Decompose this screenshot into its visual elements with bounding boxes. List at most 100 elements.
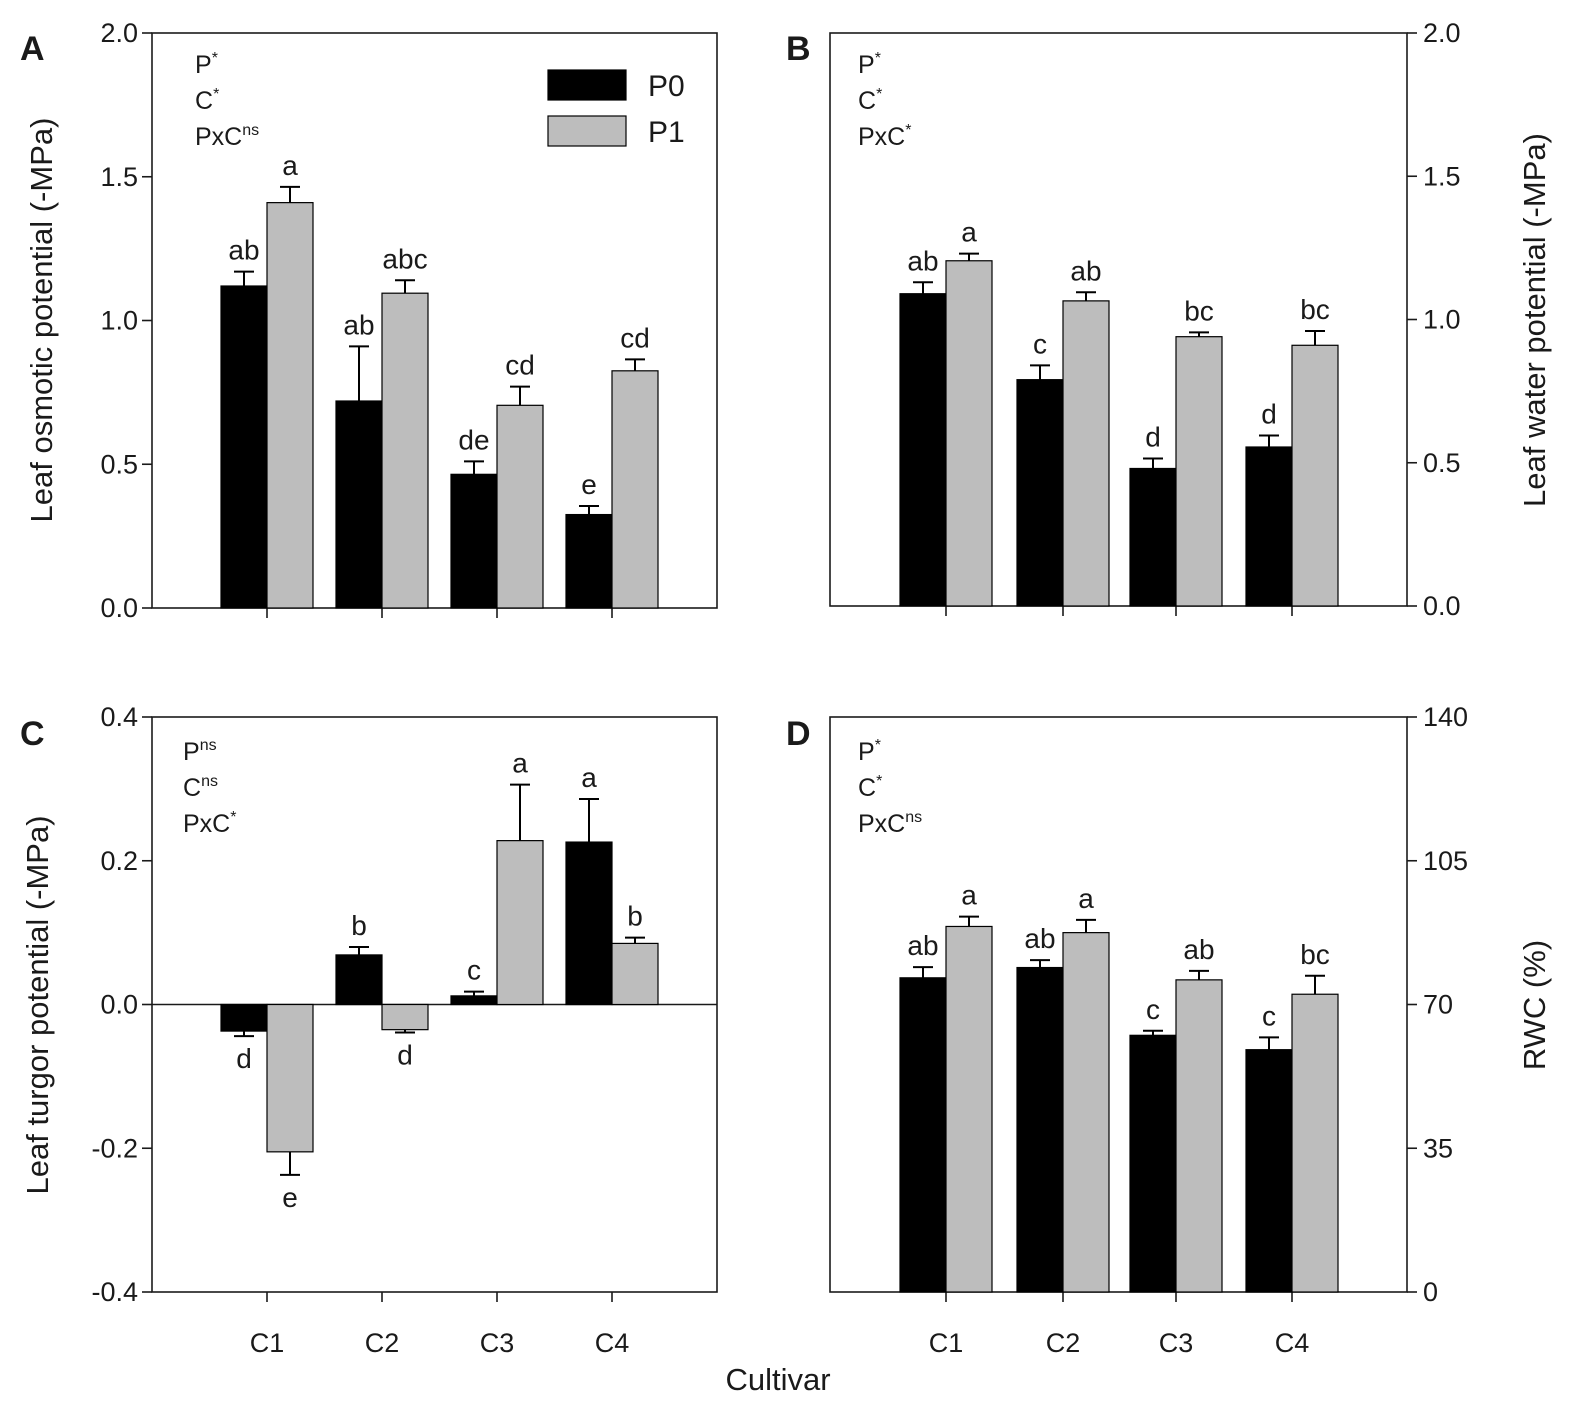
panel-b-stat-c: C* bbox=[858, 86, 882, 115]
panel-b-sig-letter: bc bbox=[1184, 295, 1214, 326]
panel-b-ytick-label: 1.0 bbox=[1423, 305, 1461, 335]
panel-b-sig-letter: c bbox=[1033, 328, 1047, 359]
panel-b-letter: B bbox=[786, 30, 811, 68]
panel-c-ytick-label: 0.4 bbox=[100, 702, 138, 732]
panel-c-xtick-label: C1 bbox=[250, 1328, 285, 1358]
legend-label-p1: P1 bbox=[648, 116, 685, 149]
panel-b-bar-p1-c4 bbox=[1291, 344, 1339, 607]
panel-c-letter: C bbox=[20, 715, 45, 753]
panel-b-bar-p1-c1 bbox=[945, 260, 993, 607]
panel-a-ytick-label: 0.0 bbox=[100, 593, 138, 623]
panel-d-bar-p0-c3 bbox=[1129, 1034, 1177, 1293]
panel-d-sig-letter: ab bbox=[907, 930, 938, 961]
panel-d-bar-p1-c3 bbox=[1175, 979, 1223, 1293]
panel-b-bar-p0-c3 bbox=[1129, 467, 1177, 607]
panel-d-xtick-label: C3 bbox=[1159, 1328, 1194, 1358]
panel-c-stat-c: Cns bbox=[183, 773, 218, 802]
panel-c-ytick-label: 0.0 bbox=[100, 990, 138, 1020]
panel-b-sig-letter: ab bbox=[907, 245, 938, 276]
panel-d-xtick-label: C2 bbox=[1046, 1328, 1081, 1358]
panel-c-bar-p1-c1 bbox=[266, 1003, 314, 1153]
panel-d-xtick-label: C1 bbox=[929, 1328, 964, 1358]
panel-d-sig-letter: ab bbox=[1024, 923, 1055, 954]
panel-d-stat-p: P* bbox=[858, 737, 881, 766]
panel-a-sig-letter: e bbox=[581, 469, 597, 500]
shared-x-axis-title: Cultivar bbox=[725, 1362, 830, 1397]
panel-a-bar-p0-c2 bbox=[335, 400, 383, 609]
panel-d-letter: D bbox=[786, 715, 811, 753]
panel-b-bar-p0-c4 bbox=[1245, 446, 1293, 607]
panel-d-bar-p0-c4 bbox=[1245, 1049, 1293, 1293]
panel-c-sig-letter: b bbox=[351, 910, 367, 941]
panel-b-stat-p: P* bbox=[858, 50, 881, 79]
panel-b-sig-letter: ab bbox=[1070, 255, 1101, 286]
panel-b-bar-p0-c1 bbox=[899, 293, 947, 607]
panel-c-stat-pxc: PxC* bbox=[183, 809, 236, 838]
panel-a-ytick-label: 0.5 bbox=[100, 449, 138, 479]
panel-a-sig-letter: cd bbox=[505, 350, 535, 381]
legend-swatch-p1 bbox=[547, 115, 627, 147]
panel-c-bar-p1-c4 bbox=[611, 942, 659, 1006]
panel-d-ytick-label: 0 bbox=[1423, 1277, 1438, 1307]
panel-a-letter: A bbox=[20, 30, 45, 68]
panel-b-bar-p1-c2 bbox=[1062, 300, 1110, 607]
panel-d-ytick-label: 35 bbox=[1423, 1133, 1453, 1163]
panel-a-bar-p1-c3 bbox=[496, 404, 544, 609]
panel-c-bar-p1-c3 bbox=[496, 840, 544, 1006]
panel-b-ytick-label: 0.0 bbox=[1423, 591, 1461, 621]
panel-d-sig-letter: ab bbox=[1183, 934, 1214, 965]
panel-c-xtick-label: C2 bbox=[365, 1328, 400, 1358]
panel-d-ytick-label: 140 bbox=[1423, 702, 1468, 732]
panel-c-xtick-label: C3 bbox=[480, 1328, 515, 1358]
panel-b-ytick-label: 1.5 bbox=[1423, 161, 1461, 191]
panel-c-bar-p0-c2 bbox=[335, 954, 383, 1006]
panel-d-stat-pxc: PxCns bbox=[858, 809, 922, 838]
panel-a-bar-p1-c1 bbox=[266, 202, 314, 609]
panel-a-ytick-label: 1.0 bbox=[100, 306, 138, 336]
panel-a-sig-letter: abc bbox=[382, 243, 427, 274]
panel-d-bar-p1-c2 bbox=[1062, 932, 1110, 1293]
panel-a-bar-p0-c4 bbox=[565, 513, 613, 609]
panel-a-ytick-label: 2.0 bbox=[100, 18, 138, 48]
panel-c-bar-p1-c2 bbox=[381, 1003, 429, 1031]
panel-c-ytick-label: -0.2 bbox=[91, 1133, 138, 1163]
panel-a-stat-c: C* bbox=[195, 86, 219, 115]
panel-d-bar-p0-c2 bbox=[1016, 966, 1064, 1293]
panel-c-sig-letter: a bbox=[512, 748, 528, 779]
panel-a-sig-letter: a bbox=[282, 150, 298, 181]
panel-c-bar-p0-c1 bbox=[220, 1003, 268, 1032]
panel-d-bar-p1-c4 bbox=[1291, 993, 1339, 1293]
panel-b-sig-letter: d bbox=[1261, 399, 1277, 430]
panel-a-sig-letter: cd bbox=[620, 322, 650, 353]
panel-d-y-axis-title: RWC (%) bbox=[1517, 940, 1552, 1070]
panel-c-sig-letter: d bbox=[236, 1043, 252, 1074]
panel-a-y-axis-title: Leaf osmotic potential (-MPa) bbox=[24, 118, 59, 523]
panel-a-sig-letter: de bbox=[458, 424, 489, 455]
panel-c-y-axis-title: Leaf turgor potential (-MPa) bbox=[20, 815, 55, 1194]
legend-label-p0: P0 bbox=[648, 70, 685, 103]
panel-b-sig-letter: bc bbox=[1300, 294, 1330, 325]
panel-c-ytick-label: 0.2 bbox=[100, 846, 138, 876]
panel-b-stat-pxc: PxC* bbox=[858, 122, 911, 151]
panel-c-ytick-label: -0.4 bbox=[91, 1277, 138, 1307]
panel-b-sig-letter: a bbox=[961, 217, 977, 248]
panel-c-xtick-label: C4 bbox=[595, 1328, 630, 1358]
panel-a-bar-p0-c1 bbox=[220, 285, 268, 609]
panel-a-bar-p0-c3 bbox=[450, 473, 498, 609]
panel-a-bar-p1-c4 bbox=[611, 370, 659, 609]
panel-b-sig-letter: d bbox=[1145, 421, 1161, 452]
panel-a-bar-p1-c2 bbox=[381, 292, 429, 609]
panel-d-sig-letter: c bbox=[1262, 1000, 1276, 1031]
panel-c-bar-p0-c4 bbox=[565, 841, 613, 1006]
panel-d-bar-p0-c1 bbox=[899, 977, 947, 1293]
panel-d-ytick-label: 105 bbox=[1423, 846, 1468, 876]
panel-b-ytick-label: 0.5 bbox=[1423, 448, 1461, 478]
panel-b-y-axis-title: Leaf water potential (-MPa) bbox=[1517, 133, 1552, 507]
panel-a-stat-p: P* bbox=[195, 50, 218, 79]
panel-a-sig-letter: ab bbox=[228, 235, 259, 266]
panel-c: -0.4 -0.2 0.0 0.2 0.4 C1 C2 C3 C4 d b c a e d a b C Pns Cns… bbox=[20, 702, 718, 1358]
